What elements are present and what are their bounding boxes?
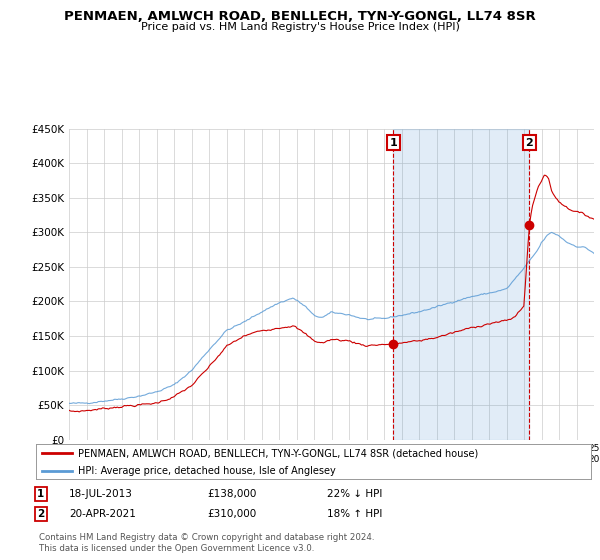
Text: £310,000: £310,000 bbox=[207, 509, 256, 519]
Text: £138,000: £138,000 bbox=[207, 489, 256, 499]
Text: Price paid vs. HM Land Registry's House Price Index (HPI): Price paid vs. HM Land Registry's House … bbox=[140, 22, 460, 32]
Text: 2: 2 bbox=[37, 509, 44, 519]
Text: 18-JUL-2013: 18-JUL-2013 bbox=[69, 489, 133, 499]
Text: 1: 1 bbox=[389, 138, 397, 148]
Text: 1: 1 bbox=[37, 489, 44, 499]
Text: Contains HM Land Registry data © Crown copyright and database right 2024.
This d: Contains HM Land Registry data © Crown c… bbox=[39, 533, 374, 553]
Text: 2: 2 bbox=[526, 138, 533, 148]
Text: HPI: Average price, detached house, Isle of Anglesey: HPI: Average price, detached house, Isle… bbox=[77, 466, 335, 476]
Text: PENMAEN, AMLWCH ROAD, BENLLECH, TYN-Y-GONGL, LL74 8SR (detached house): PENMAEN, AMLWCH ROAD, BENLLECH, TYN-Y-GO… bbox=[77, 449, 478, 459]
Bar bbox=[394, 129, 529, 440]
Text: 22% ↓ HPI: 22% ↓ HPI bbox=[327, 489, 382, 499]
Text: PENMAEN, AMLWCH ROAD, BENLLECH, TYN-Y-GONGL, LL74 8SR: PENMAEN, AMLWCH ROAD, BENLLECH, TYN-Y-GO… bbox=[64, 10, 536, 23]
Text: 18% ↑ HPI: 18% ↑ HPI bbox=[327, 509, 382, 519]
Text: 20-APR-2021: 20-APR-2021 bbox=[69, 509, 136, 519]
